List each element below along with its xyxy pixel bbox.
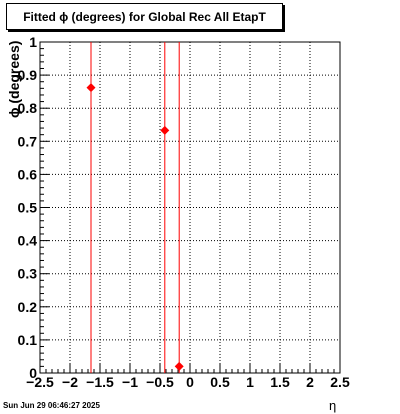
data-point — [86, 83, 96, 93]
y-tick-label: 0.7 — [18, 133, 38, 149]
x-tick-label: 1.5 — [270, 374, 290, 390]
y-tick-label: 0.9 — [18, 67, 38, 83]
x-tick-label: 2.5 — [330, 374, 350, 390]
x-tick-label: −2.5 — [26, 374, 54, 390]
x-tick-label: 2 — [306, 374, 314, 390]
x-tick-label: −1 — [122, 374, 138, 390]
chart-title: Fitted ϕ (degrees) for Global Rec All Et… — [23, 10, 266, 24]
y-axis-label: ϕ (degrees) — [6, 40, 22, 118]
x-tick-label: −2 — [62, 374, 78, 390]
x-axis-label: η — [329, 398, 337, 413]
x-tick-labels: −2.5 −2 −1.5 −1 −0.5 0 0.5 1 1.5 2 2.5 — [26, 374, 350, 390]
timestamp: Sun Jun 29 06:46:27 2025 — [3, 401, 100, 410]
y-tick-label: 1 — [29, 34, 37, 50]
y-tick-label: 0.4 — [18, 233, 38, 249]
y-tick-label: 0.2 — [18, 299, 38, 315]
y-tick-label: 0.1 — [18, 332, 38, 348]
y-tick-label: 0 — [29, 365, 37, 381]
axis-ticks — [39, 41, 341, 374]
y-tick-labels: 0 0.1 0.2 0.3 0.4 0.5 0.6 0.7 0.8 0.9 1 — [18, 34, 38, 381]
data-point — [160, 125, 170, 135]
x-tick-label: 1 — [246, 374, 254, 390]
x-tick-label: 0 — [186, 374, 194, 390]
x-tick-label: −0.5 — [146, 374, 174, 390]
x-tick-label: 0.5 — [210, 374, 230, 390]
y-tick-label: 0.8 — [18, 100, 38, 116]
y-tick-label: 0.5 — [18, 200, 38, 216]
data-points — [86, 42, 184, 373]
title-box: Fitted ϕ (degrees) for Global Rec All Et… — [6, 3, 283, 30]
y-tick-label: 0.3 — [18, 266, 38, 282]
x-tick-label: −1.5 — [86, 374, 114, 390]
data-point — [174, 361, 184, 371]
y-tick-label: 0.6 — [18, 166, 38, 182]
grid — [40, 42, 340, 373]
